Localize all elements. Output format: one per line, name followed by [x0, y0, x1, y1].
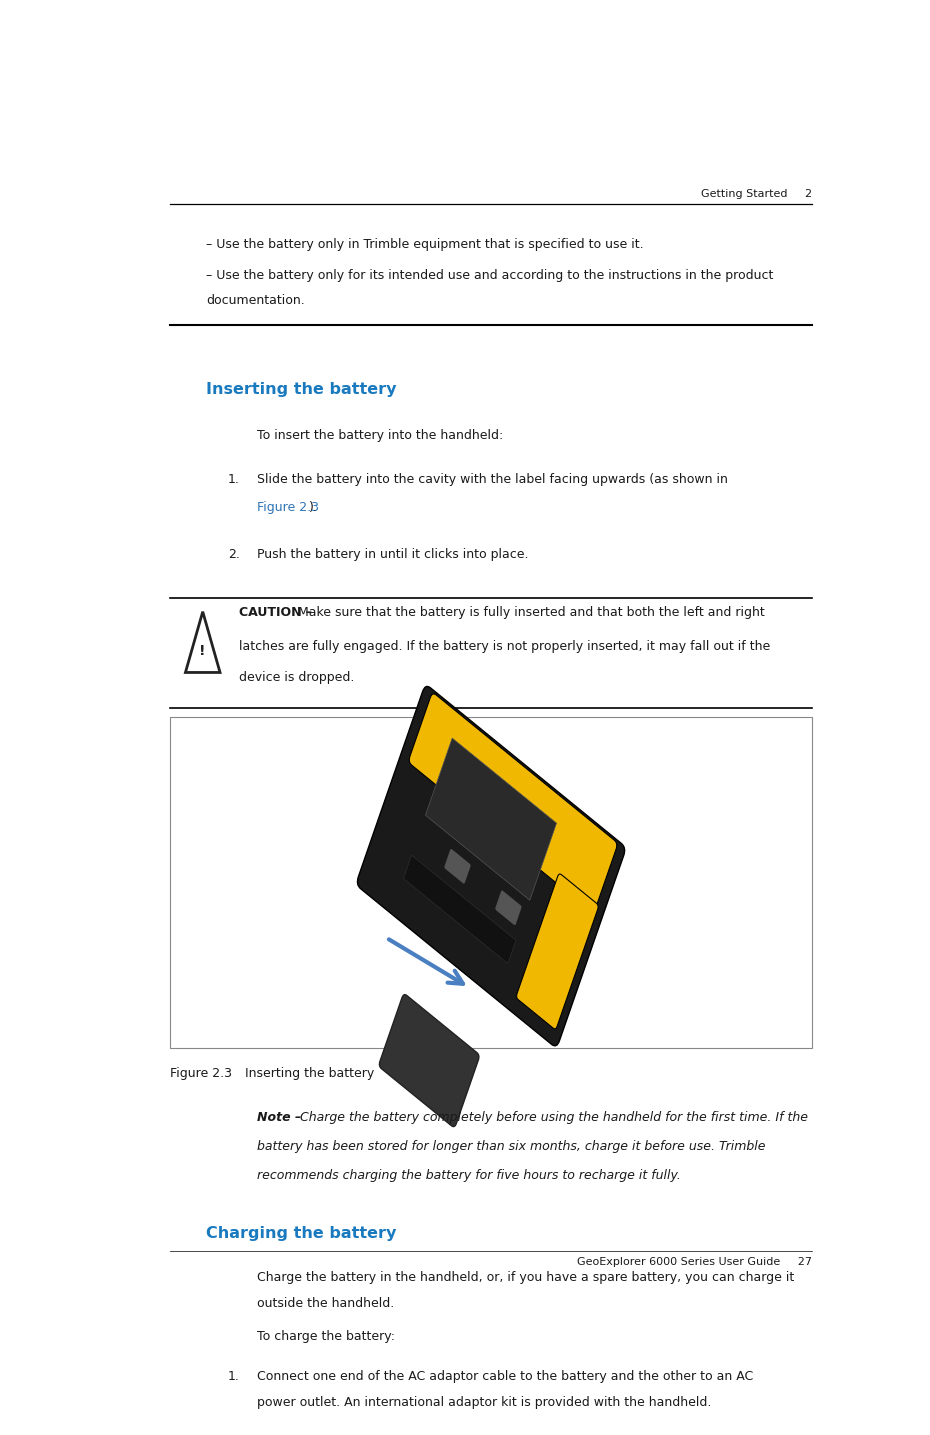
Text: Charge the battery in the handheld, or, if you have a spare battery, you can cha: Charge the battery in the handheld, or, … [257, 1270, 794, 1283]
Text: Figure 2.3: Figure 2.3 [170, 1068, 232, 1081]
Text: CAUTION –: CAUTION – [239, 607, 312, 620]
FancyBboxPatch shape [170, 718, 812, 1049]
Text: GeoExplorer 6000 Series User Guide     27: GeoExplorer 6000 Series User Guide 27 [577, 1257, 812, 1267]
Text: Charge the battery completely before using the handheld for the first time. If t: Charge the battery completely before usi… [297, 1112, 808, 1125]
Text: recommends charging the battery for five hours to recharge it fully.: recommends charging the battery for five… [257, 1170, 681, 1182]
Text: Figure 2.3: Figure 2.3 [257, 501, 319, 515]
Text: battery has been stored for longer than six months, charge it before use. Trimbl: battery has been stored for longer than … [257, 1141, 765, 1154]
Text: – Use the battery only for its intended use and according to the instructions in: – Use the battery only for its intended … [206, 270, 774, 283]
Text: Inserting the battery: Inserting the battery [230, 1068, 375, 1081]
FancyBboxPatch shape [425, 738, 556, 900]
FancyBboxPatch shape [445, 850, 471, 884]
Text: device is dropped.: device is dropped. [239, 670, 354, 683]
Text: To charge the battery:: To charge the battery: [257, 1330, 395, 1343]
Text: To insert the battery into the handheld:: To insert the battery into the handheld: [257, 429, 503, 442]
Text: Note –: Note – [257, 1112, 301, 1125]
Text: ).: ). [309, 501, 317, 515]
Text: outside the handheld.: outside the handheld. [257, 1297, 394, 1310]
FancyBboxPatch shape [379, 994, 479, 1126]
Text: – Use the battery only in Trimble equipment that is specified to use it.: – Use the battery only in Trimble equipm… [206, 238, 644, 251]
Text: Inserting the battery: Inserting the battery [206, 382, 397, 397]
Text: 1.: 1. [228, 472, 240, 485]
FancyBboxPatch shape [404, 855, 516, 964]
Text: !: ! [200, 644, 206, 657]
Text: Make sure that the battery is fully inserted and that both the left and right: Make sure that the battery is fully inse… [294, 607, 764, 620]
Text: 2.: 2. [228, 548, 240, 561]
FancyBboxPatch shape [496, 891, 522, 926]
FancyBboxPatch shape [357, 686, 625, 1046]
Text: latches are fully engaged. If the battery is not properly inserted, it may fall : latches are fully engaged. If the batter… [239, 640, 770, 653]
Text: Push the battery in until it clicks into place.: Push the battery in until it clicks into… [257, 548, 528, 561]
Text: power outlet. An international adaptor kit is provided with the handheld.: power outlet. An international adaptor k… [257, 1396, 711, 1409]
Text: documentation.: documentation. [206, 294, 305, 307]
Text: Connect one end of the AC adaptor cable to the battery and the other to an AC: Connect one end of the AC adaptor cable … [257, 1370, 753, 1383]
Text: Charging the battery: Charging the battery [206, 1227, 397, 1241]
Text: 1.: 1. [228, 1370, 240, 1383]
FancyBboxPatch shape [409, 695, 617, 911]
Text: Slide the battery into the cavity with the label facing upwards (as shown in: Slide the battery into the cavity with t… [257, 472, 727, 485]
FancyBboxPatch shape [516, 874, 598, 1029]
Text: Getting Started     2: Getting Started 2 [700, 189, 812, 199]
